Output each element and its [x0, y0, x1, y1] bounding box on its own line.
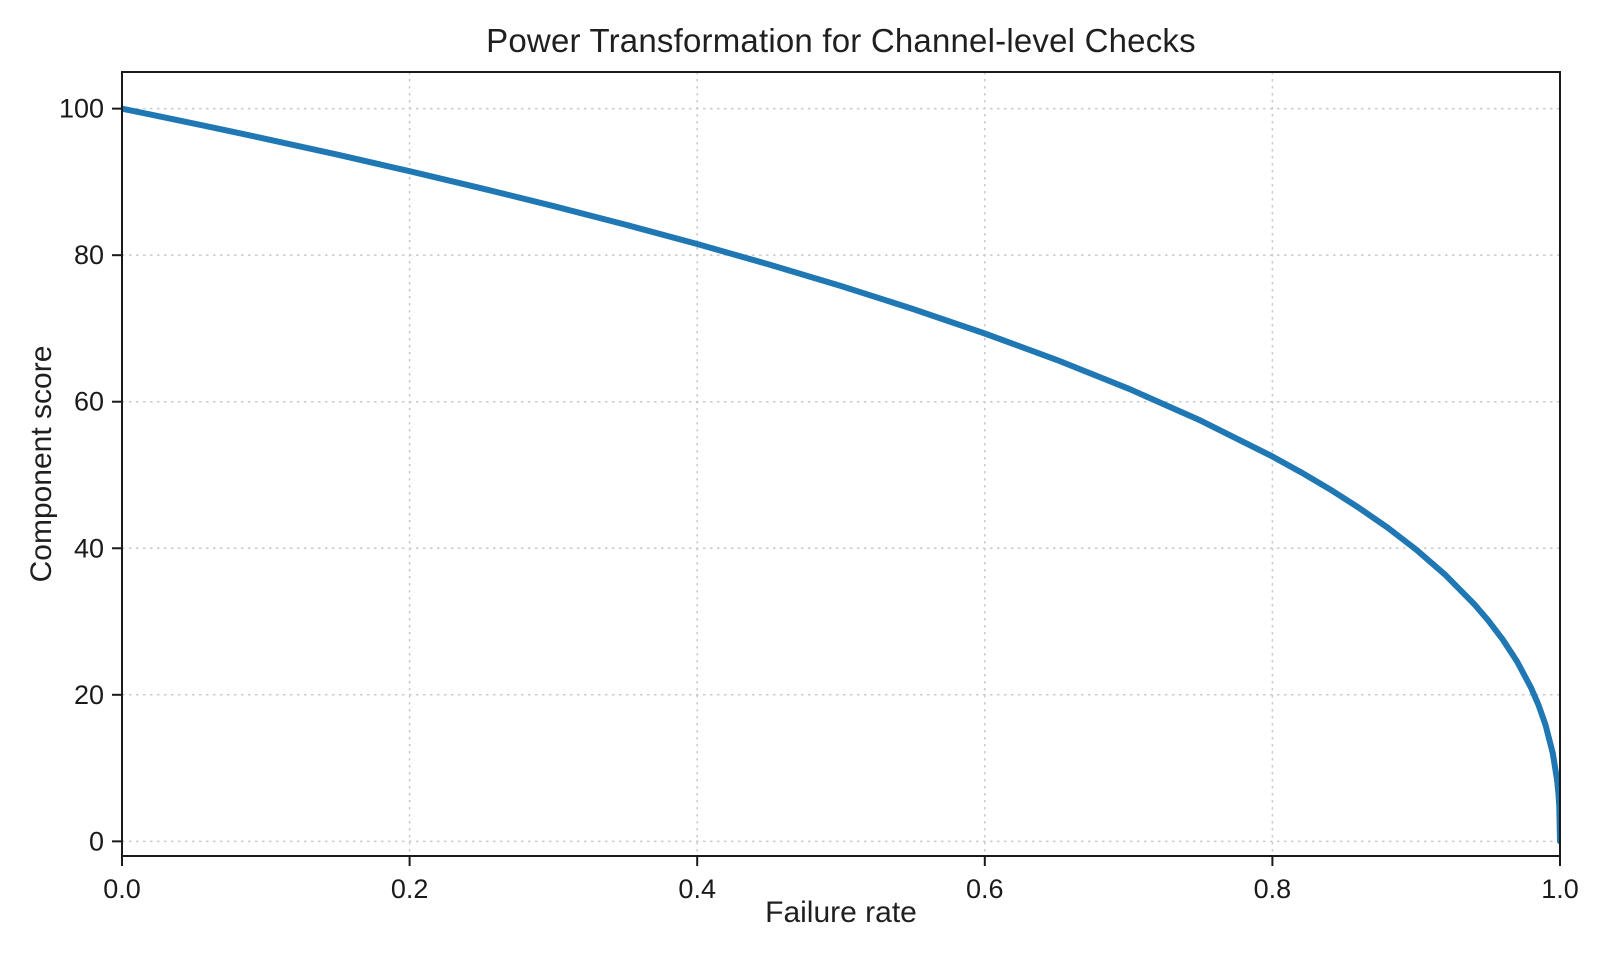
y-tick-label: 60 [74, 387, 104, 417]
y-tick-label: 0 [89, 826, 104, 856]
chart-title: Power Transformation for Channel-level C… [486, 22, 1196, 59]
x-tick-label: 0.6 [966, 874, 1004, 904]
x-tick-label: 0.2 [391, 874, 429, 904]
x-tick-label: 1.0 [1541, 874, 1579, 904]
y-tick-label: 80 [74, 240, 104, 270]
y-tick-label: 100 [59, 94, 104, 124]
x-tick-label: 0.8 [1254, 874, 1292, 904]
y-tick-label: 40 [74, 533, 104, 563]
x-axis-label: Failure rate [765, 896, 917, 929]
axes-spines [121, 71, 1561, 857]
y-tick-label: 20 [74, 680, 104, 710]
x-tick-label: 0.0 [103, 874, 141, 904]
x-tick-label: 0.4 [678, 874, 716, 904]
curve-component-score-curve [122, 105, 1560, 845]
